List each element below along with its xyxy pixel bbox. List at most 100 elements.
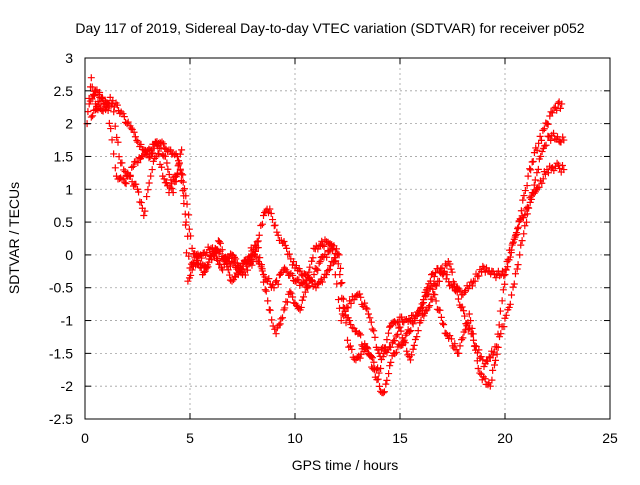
data-point-series-3 bbox=[485, 353, 493, 361]
data-point-series-2 bbox=[459, 334, 467, 342]
data-point-series-3 bbox=[91, 106, 99, 114]
data-point-series-1 bbox=[475, 272, 483, 280]
data-point-series-3 bbox=[298, 296, 306, 304]
data-point-series-3 bbox=[495, 321, 503, 329]
data-point-series-3 bbox=[447, 265, 455, 273]
data-point-series-3 bbox=[548, 109, 556, 117]
data-point-series-2 bbox=[183, 200, 191, 208]
y-tick-label: -2 bbox=[61, 378, 74, 394]
data-point-series-2 bbox=[403, 347, 411, 355]
data-point-series-3 bbox=[498, 297, 506, 305]
data-point-series-1 bbox=[318, 278, 326, 286]
data-point-series-2 bbox=[230, 259, 238, 267]
data-point-series-1 bbox=[541, 170, 549, 178]
data-point-series-1 bbox=[244, 266, 252, 274]
data-point-series-2 bbox=[200, 268, 208, 276]
data-point-series-2 bbox=[476, 369, 484, 377]
data-point-series-2 bbox=[489, 366, 497, 374]
data-point-series-3 bbox=[521, 187, 529, 195]
data-point-series-2 bbox=[347, 299, 355, 307]
data-point-series-2 bbox=[371, 333, 379, 341]
data-point-series-3 bbox=[129, 162, 137, 170]
data-point-series-3 bbox=[277, 315, 285, 323]
data-point-series-3 bbox=[440, 267, 448, 275]
data-point-series-1 bbox=[430, 272, 438, 280]
data-point-series-3 bbox=[516, 215, 524, 223]
data-point-series-2 bbox=[148, 166, 156, 174]
x-tick-label: 0 bbox=[81, 430, 89, 446]
data-point-series-3 bbox=[320, 242, 328, 250]
data-point-series-2 bbox=[432, 297, 440, 305]
data-point-series-3 bbox=[318, 237, 326, 245]
data-point-series-3 bbox=[103, 104, 111, 112]
data-point-series-3 bbox=[405, 328, 413, 336]
data-point-series-2 bbox=[490, 361, 498, 369]
data-point-series-3 bbox=[163, 159, 171, 167]
data-point-series-3 bbox=[99, 94, 107, 102]
data-point-series-3 bbox=[420, 299, 428, 307]
data-point-series-3 bbox=[188, 266, 196, 274]
data-point-series-2 bbox=[154, 150, 162, 158]
data-point-series-2 bbox=[380, 344, 388, 352]
data-point-series-2 bbox=[481, 375, 489, 383]
data-point-series-3 bbox=[182, 221, 190, 229]
y-tick-label: 1 bbox=[65, 181, 73, 197]
data-point-series-2 bbox=[456, 342, 464, 350]
data-point-series-3 bbox=[386, 362, 394, 370]
data-point-series-3 bbox=[452, 287, 460, 295]
data-point-series-2 bbox=[323, 253, 331, 261]
data-point-series-2 bbox=[182, 192, 190, 200]
data-point-series-3 bbox=[417, 305, 425, 313]
data-point-series-3 bbox=[370, 366, 378, 374]
data-point-series-3 bbox=[533, 146, 541, 154]
data-point-series-1 bbox=[479, 262, 487, 270]
data-point-series-1 bbox=[273, 228, 281, 236]
data-point-series-2 bbox=[137, 199, 145, 207]
data-point-series-3 bbox=[339, 295, 347, 303]
data-point-series-3 bbox=[219, 253, 227, 261]
data-point-series-1 bbox=[285, 250, 293, 258]
data-point-series-3 bbox=[117, 174, 125, 182]
x-tick-label: 10 bbox=[287, 430, 303, 446]
data-point-series-2 bbox=[506, 300, 514, 308]
data-point-series-2 bbox=[107, 102, 115, 110]
data-point-series-1 bbox=[514, 223, 522, 231]
data-point-series-3 bbox=[224, 266, 232, 274]
data-point-series-3 bbox=[234, 271, 242, 279]
data-point-series-1 bbox=[258, 220, 266, 228]
data-point-series-3 bbox=[529, 158, 537, 166]
data-point-series-1 bbox=[124, 118, 132, 126]
data-point-series-2 bbox=[314, 266, 322, 274]
data-point-series-3 bbox=[128, 163, 136, 171]
data-point-series-3 bbox=[523, 182, 531, 190]
data-point-series-3 bbox=[306, 263, 314, 271]
data-point-series-3 bbox=[283, 298, 291, 306]
data-point-series-3 bbox=[134, 159, 142, 167]
data-point-series-3 bbox=[446, 260, 454, 268]
data-point-series-2 bbox=[305, 282, 313, 290]
data-point-series-3 bbox=[387, 358, 395, 366]
data-point-series-2 bbox=[500, 323, 508, 331]
data-point-series-3 bbox=[344, 336, 351, 344]
data-point-series-3 bbox=[286, 288, 294, 296]
data-point-series-3 bbox=[302, 276, 310, 284]
data-point-series-3 bbox=[156, 139, 164, 147]
data-point-series-3 bbox=[409, 320, 417, 328]
data-point-series-3 bbox=[421, 292, 429, 300]
data-point-series-2 bbox=[132, 180, 140, 188]
data-point-series-1 bbox=[84, 108, 92, 116]
data-point-series-3 bbox=[356, 354, 364, 362]
data-point-series-2 bbox=[252, 252, 260, 260]
data-point-series-2 bbox=[356, 290, 364, 298]
data-point-series-1 bbox=[386, 323, 393, 331]
data-point-series-3 bbox=[334, 250, 342, 258]
data-point-series-1 bbox=[326, 262, 334, 270]
data-point-series-1 bbox=[255, 231, 263, 239]
data-point-series-2 bbox=[315, 259, 323, 267]
data-point-series-2 bbox=[274, 280, 282, 288]
data-point-series-3 bbox=[269, 322, 277, 330]
data-point-series-3 bbox=[348, 345, 356, 353]
data-point-series-2 bbox=[140, 212, 148, 220]
data-point-series-2 bbox=[525, 204, 533, 212]
